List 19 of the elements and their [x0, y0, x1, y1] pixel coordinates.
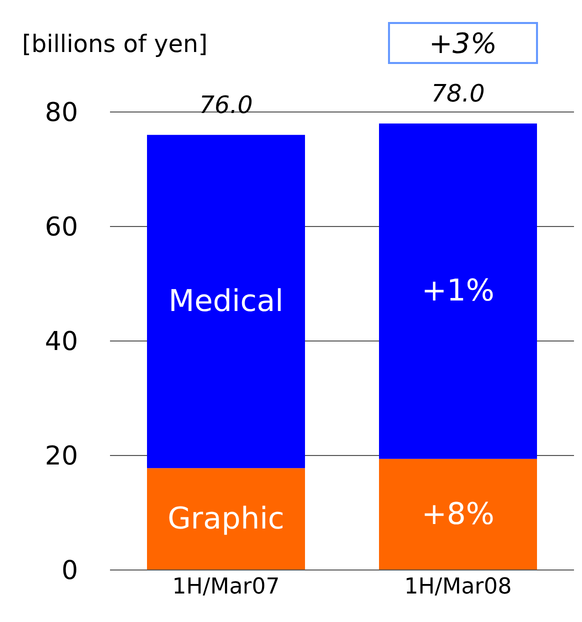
y-tick-label: 0 — [61, 556, 78, 586]
series-label: Graphic — [168, 502, 284, 537]
y-tick-label: 60 — [44, 212, 78, 243]
y-tick-label: 80 — [44, 98, 78, 128]
bar — [379, 123, 537, 459]
series-label: Medical — [168, 284, 284, 319]
bar — [147, 468, 305, 570]
total-label: 76.0 — [199, 90, 253, 119]
x-tick-label: 1H/Mar07 — [172, 574, 280, 600]
text: +3% — [388, 22, 538, 64]
y-axis-title: [billions of yen] — [22, 30, 208, 58]
bar — [379, 458, 537, 570]
annotation: +1% — [422, 274, 494, 309]
total-label: 78.0 — [431, 79, 485, 108]
y-tick-label: 20 — [44, 442, 78, 472]
y-tick-label: 40 — [44, 327, 78, 358]
bar — [147, 134, 305, 468]
annotation: +8% — [422, 496, 494, 532]
x-tick-label: 1H/Mar08 — [404, 574, 512, 600]
